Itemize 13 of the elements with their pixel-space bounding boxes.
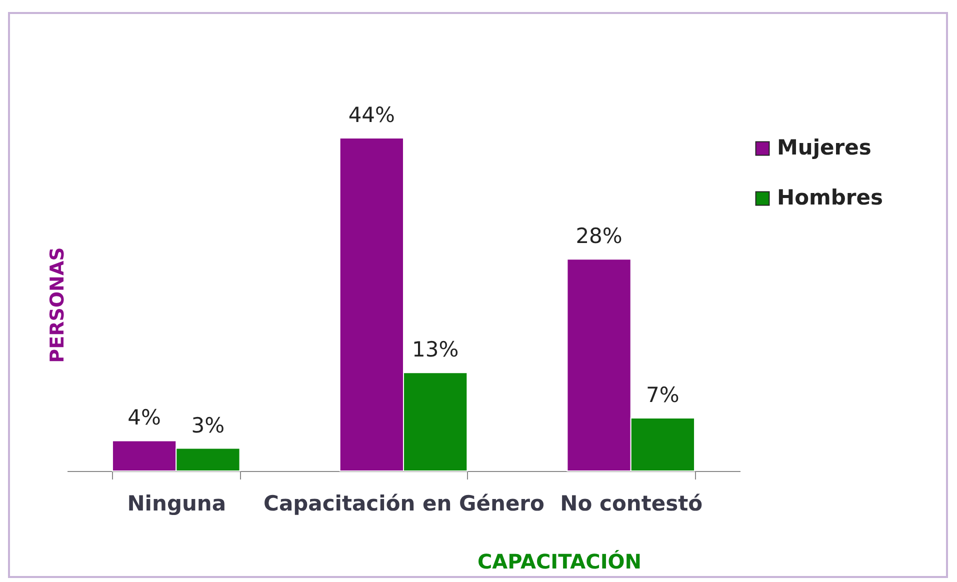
data-label: 28% — [576, 224, 622, 248]
data-label: 3% — [191, 413, 225, 438]
data-label: 4% — [128, 406, 161, 430]
x-axis-title: CAPACITACIÓN — [478, 550, 642, 574]
x-tick-label: Capacitación en Género — [264, 492, 544, 516]
data-label: 13% — [412, 338, 459, 362]
data-label: 7% — [646, 383, 680, 408]
legend-label: Mujeres — [777, 136, 872, 160]
y-axis-title: PERSONAS — [46, 247, 68, 363]
x-tick-label: No contestó — [560, 492, 703, 516]
data-label: 44% — [348, 103, 396, 127]
x-tick-label: Ninguna — [127, 492, 226, 516]
legend-label: Hombres — [777, 186, 884, 210]
